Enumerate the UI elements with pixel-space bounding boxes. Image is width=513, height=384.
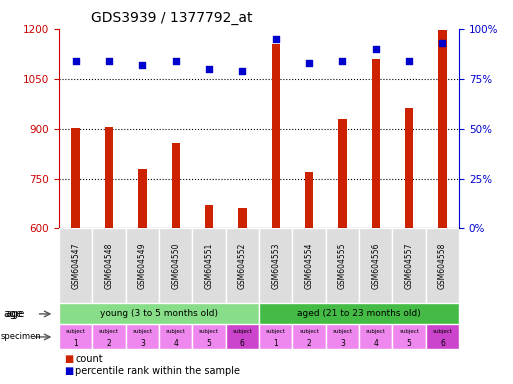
Bar <box>92 228 126 303</box>
Bar <box>292 228 326 303</box>
Bar <box>226 228 259 303</box>
Bar <box>126 228 159 303</box>
Text: subject: subject <box>432 329 452 334</box>
Text: 3: 3 <box>140 339 145 348</box>
Bar <box>159 324 192 349</box>
Point <box>71 58 80 64</box>
Text: GSM604556: GSM604556 <box>371 243 380 289</box>
Point <box>238 68 246 74</box>
Text: 4: 4 <box>173 339 178 348</box>
Bar <box>426 228 459 303</box>
Bar <box>338 119 347 384</box>
Bar <box>371 60 380 384</box>
Bar <box>92 324 126 349</box>
Text: subject: subject <box>366 329 386 334</box>
Text: 1: 1 <box>73 339 78 348</box>
Text: GSM604555: GSM604555 <box>338 243 347 289</box>
Bar <box>392 324 426 349</box>
Text: 6: 6 <box>240 339 245 348</box>
Point <box>305 60 313 66</box>
Bar <box>405 108 413 384</box>
Bar <box>138 169 147 384</box>
Text: count: count <box>75 354 103 364</box>
Text: subject: subject <box>99 329 119 334</box>
Bar <box>126 324 159 349</box>
Text: subject: subject <box>166 329 186 334</box>
Text: aged (21 to 23 months old): aged (21 to 23 months old) <box>297 310 421 318</box>
Point <box>171 58 180 64</box>
Bar <box>259 228 292 303</box>
Text: 3: 3 <box>340 339 345 348</box>
Text: GSM604554: GSM604554 <box>305 243 313 289</box>
Text: percentile rank within the sample: percentile rank within the sample <box>75 366 241 376</box>
Point <box>105 58 113 64</box>
Text: GSM604558: GSM604558 <box>438 243 447 289</box>
Text: GSM604552: GSM604552 <box>238 243 247 289</box>
Bar <box>59 228 92 303</box>
Text: GSM604547: GSM604547 <box>71 243 80 289</box>
Point <box>438 40 446 46</box>
Text: subject: subject <box>399 329 419 334</box>
Text: age: age <box>5 309 25 319</box>
Text: GDS3939 / 1377792_at: GDS3939 / 1377792_at <box>91 11 252 25</box>
Bar <box>192 228 226 303</box>
Text: age: age <box>3 309 23 319</box>
Bar <box>326 228 359 303</box>
Point <box>405 58 413 64</box>
Bar <box>426 324 459 349</box>
Point <box>338 58 346 64</box>
Text: GSM604553: GSM604553 <box>271 243 280 289</box>
Bar <box>171 142 180 384</box>
Text: 1: 1 <box>273 339 278 348</box>
Text: GSM604549: GSM604549 <box>138 243 147 289</box>
Text: GSM604550: GSM604550 <box>171 243 180 289</box>
Text: 5: 5 <box>407 339 411 348</box>
Bar <box>359 324 392 349</box>
Text: subject: subject <box>199 329 219 334</box>
Bar <box>259 324 292 349</box>
Bar <box>71 127 80 384</box>
Bar <box>59 303 259 324</box>
Bar <box>392 228 426 303</box>
Bar <box>292 324 326 349</box>
Point <box>138 62 146 68</box>
Text: 6: 6 <box>440 339 445 348</box>
Bar <box>305 172 313 384</box>
Text: 2: 2 <box>107 339 111 348</box>
Bar <box>271 44 280 384</box>
Text: ■: ■ <box>64 354 73 364</box>
Text: GSM604551: GSM604551 <box>205 243 213 289</box>
Text: GSM604548: GSM604548 <box>105 243 113 289</box>
Text: ■: ■ <box>64 366 73 376</box>
Bar <box>59 324 92 349</box>
Text: subject: subject <box>66 329 86 334</box>
Text: young (3 to 5 months old): young (3 to 5 months old) <box>100 310 218 318</box>
Bar <box>226 324 259 349</box>
Bar <box>326 324 359 349</box>
Bar <box>259 303 459 324</box>
Text: 5: 5 <box>207 339 211 348</box>
Bar <box>105 127 113 384</box>
Text: subject: subject <box>299 329 319 334</box>
Point <box>371 46 380 52</box>
Bar <box>205 205 213 384</box>
Bar <box>238 208 247 384</box>
Text: subject: subject <box>132 329 152 334</box>
Bar <box>438 30 447 384</box>
Text: 2: 2 <box>307 339 311 348</box>
Point <box>271 36 280 42</box>
Text: subject: subject <box>332 329 352 334</box>
Text: specimen: specimen <box>1 333 42 341</box>
Text: GSM604557: GSM604557 <box>405 243 413 289</box>
Point <box>205 66 213 72</box>
Text: subject: subject <box>266 329 286 334</box>
Bar <box>192 324 226 349</box>
Text: subject: subject <box>232 329 252 334</box>
Bar <box>359 228 392 303</box>
Bar <box>159 228 192 303</box>
Text: 4: 4 <box>373 339 378 348</box>
